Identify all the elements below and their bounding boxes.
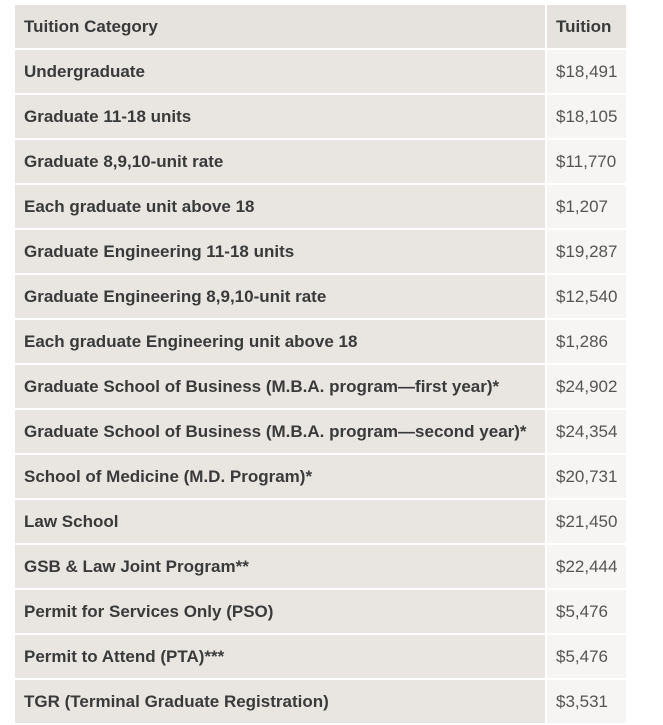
tuition-cell: $18,105 (547, 95, 627, 138)
tuition-cell: $19,287 (547, 230, 627, 273)
category-cell: Undergraduate (15, 50, 545, 93)
table-row: Graduate Engineering 11-18 units $19,287 (15, 230, 627, 273)
table-row: Each graduate Engineering unit above 18 $… (15, 320, 627, 363)
tuition-cell: $1,207 (547, 185, 627, 228)
category-cell: Graduate 8,9,10-unit rate (15, 140, 545, 183)
table-row: Undergraduate $18,491 (15, 50, 627, 93)
tuition-cell: $12,540 (547, 275, 627, 318)
column-header-tuition: Tuition (547, 5, 627, 48)
tuition-table-container: Tuition Category Tuition Undergraduate $1… (13, 3, 628, 725)
category-cell: GSB & Law Joint Program** (15, 545, 545, 588)
table-row: Graduate 8,9,10-unit rate $11,770 (15, 140, 627, 183)
category-cell: Each graduate unit above 18 (15, 185, 545, 228)
tuition-cell: $5,476 (547, 635, 627, 678)
category-cell: TGR (Terminal Graduate Registration) (15, 680, 545, 723)
table-row: Permit to Attend (PTA)*** $5,476 (15, 635, 627, 678)
tuition-cell: $21,450 (547, 500, 627, 543)
table-row: Graduate School of Business (M.B.A. prog… (15, 410, 627, 453)
tuition-cell: $24,354 (547, 410, 627, 453)
table-row: School of Medicine (M.D. Program)* $20,73… (15, 455, 627, 498)
tuition-cell: $18,491 (547, 50, 627, 93)
tuition-cell: $22,444 (547, 545, 627, 588)
table-row: GSB & Law Joint Program** $22,444 (15, 545, 627, 588)
category-cell: Permit for Services Only (PSO) (15, 590, 545, 633)
category-cell: Graduate Engineering 11-18 units (15, 230, 545, 273)
category-cell: Permit to Attend (PTA)*** (15, 635, 545, 678)
table-row: Graduate School of Business (M.B.A. prog… (15, 365, 627, 408)
category-cell: Each graduate Engineering unit above 18 (15, 320, 545, 363)
tuition-cell: $5,476 (547, 590, 627, 633)
category-cell: Graduate School of Business (M.B.A. prog… (15, 410, 545, 453)
table-header-row: Tuition Category Tuition (15, 5, 627, 48)
category-cell: Graduate Engineering 8,9,10-unit rate (15, 275, 545, 318)
table-row: Permit for Services Only (PSO) $5,476 (15, 590, 627, 633)
tuition-cell: $20,731 (547, 455, 627, 498)
table-row: TGR (Terminal Graduate Registration) $3,5… (15, 680, 627, 723)
tuition-cell: $3,531 (547, 680, 627, 723)
table-row: Graduate 11-18 units $18,105 (15, 95, 627, 138)
tuition-cell: $24,902 (547, 365, 627, 408)
category-cell: Graduate School of Business (M.B.A. prog… (15, 365, 545, 408)
table-row: Graduate Engineering 8,9,10-unit rate $12… (15, 275, 627, 318)
table-row: Law School $21,450 (15, 500, 627, 543)
tuition-cell: $11,770 (547, 140, 627, 183)
category-cell: Graduate 11-18 units (15, 95, 545, 138)
category-cell: School of Medicine (M.D. Program)* (15, 455, 545, 498)
table-body: Undergraduate $18,491 Graduate 11-18 unit… (15, 50, 627, 723)
column-header-category: Tuition Category (15, 5, 545, 48)
tuition-cell: $1,286 (547, 320, 627, 363)
tuition-table: Tuition Category Tuition Undergraduate $1… (13, 3, 628, 725)
table-row: Each graduate unit above 18 $1,207 (15, 185, 627, 228)
category-cell: Law School (15, 500, 545, 543)
